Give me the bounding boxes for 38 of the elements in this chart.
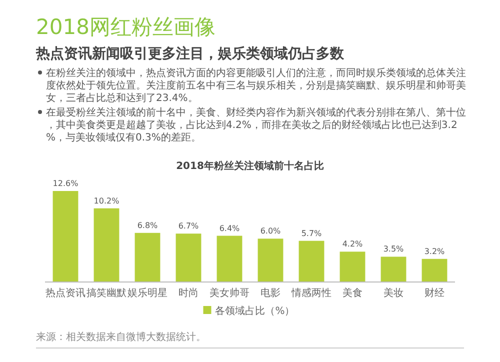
x-tick-label: 财经 [424, 287, 444, 299]
x-tick-label: 情感两性 [290, 287, 332, 299]
text: 2018年粉丝关注领域前十名占比 [176, 160, 324, 172]
text: 在粉丝关注的领域中，热点资讯方面的内容更能吸引人们的注意，而同时娱乐类领域的总体关注度依然处于领先位置。关注度前五名中有三名与娱乐相关，分别是搞笑幽默、娱乐明星和帅哥美女，三者占比总和达到了23.4%。 [46, 67, 466, 104]
chart-title: 2018网红粉丝画像 [36, 15, 216, 39]
x-tick-label: 美女帅哥 [210, 287, 250, 299]
data-label: 3.2% [424, 246, 446, 256]
x-tick-label: 电影 [260, 287, 280, 299]
data-label: 12.6% [52, 179, 79, 188]
bar [422, 258, 448, 282]
data-label: 10.2% [94, 196, 120, 206]
bar [94, 208, 120, 282]
data-label: 3.5% [383, 244, 404, 254]
x-tick-label: 娱乐明星 [128, 287, 168, 299]
bar [52, 191, 78, 282]
chart-subtitle: 热点资讯新闻吸引更多注目，娱乐类领域仍占多数 [35, 45, 345, 62]
x-tick-label: 美食 [342, 287, 362, 299]
x-tick-label: 美妆 [384, 287, 404, 299]
data-label: 5.7% [301, 228, 322, 238]
text: 在最受粉丝关注领域的前十名中，美食、财经类内容作为新兴领域的代表分别排在第八、第十位，其中美食类更是超越了美妆，占比达到4.2%，而排在美妆之后的财经领域占比也已达到3.2%，与美妆领域仅有0.3%的差距。 [46, 106, 466, 144]
x-tick-label: 热点资讯 [46, 287, 86, 299]
bar [298, 240, 324, 282]
bar [176, 234, 202, 282]
bar [134, 232, 160, 282]
data-label: 4.2% [342, 240, 364, 249]
bar [258, 238, 284, 282]
data-label: 6.7% [178, 222, 200, 231]
x-tick-label: 时尚 [178, 287, 198, 299]
data-label: 6.4% [219, 224, 240, 233]
bar [216, 236, 242, 282]
data-label: 6.8% [137, 220, 158, 230]
bar [380, 256, 406, 282]
legend-label: 各领域占比（%） [215, 305, 295, 317]
source-note: 来源：相关数据来自微博大数据统计。 [36, 331, 206, 343]
x-tick-label: 搞笑幽默 [86, 287, 126, 299]
data-label: 6.0% [260, 226, 282, 236]
bar [340, 252, 366, 282]
legend: 各领域占比（%） [203, 306, 295, 317]
